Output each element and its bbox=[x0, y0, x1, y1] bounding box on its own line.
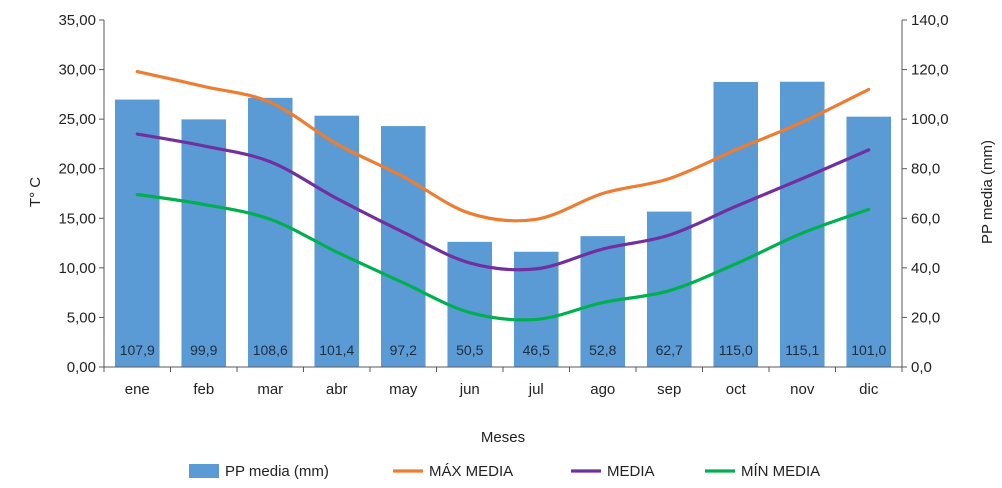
legend-label: MÁX MEDIA bbox=[429, 463, 513, 480]
bar-label-mar: 108,6 bbox=[253, 342, 288, 358]
y-axis-right-title: PP media (mm) bbox=[979, 140, 996, 244]
legend-label: MEDIA bbox=[607, 463, 655, 480]
y-right-tick-label: 0,0 bbox=[911, 359, 932, 376]
bar-may bbox=[380, 126, 426, 367]
legend-swatch-bar bbox=[189, 464, 219, 478]
bar-label-ene: 107,9 bbox=[120, 342, 155, 358]
x-tick-label: dic bbox=[859, 381, 879, 398]
bar-label-sep: 62,7 bbox=[656, 342, 683, 358]
y-right-tick-label: 120,0 bbox=[911, 62, 949, 79]
y-right-tick-label: 40,0 bbox=[911, 260, 940, 277]
y-right-tick-label: 100,0 bbox=[911, 111, 949, 128]
x-tick-label: ago bbox=[590, 381, 615, 398]
bar-label-oct: 115,0 bbox=[719, 342, 753, 358]
x-axis-title: Meses bbox=[481, 429, 525, 446]
x-tick-label: oct bbox=[726, 381, 747, 398]
x-tick-label: sep bbox=[657, 381, 681, 398]
x-tick-label: may bbox=[389, 381, 418, 398]
legend-label: PP media (mm) bbox=[225, 463, 329, 480]
bar-mar bbox=[247, 97, 293, 367]
bar-ene bbox=[114, 99, 160, 368]
x-tick-label: abr bbox=[326, 381, 348, 398]
y-left-tick-label: 0,00 bbox=[67, 359, 96, 376]
y-left-tick-label: 30,00 bbox=[58, 62, 96, 79]
y-left-tick-label: 20,00 bbox=[58, 161, 96, 178]
bar-label-jul: 46,5 bbox=[523, 342, 550, 358]
bar-dic bbox=[846, 116, 892, 368]
y-left-tick-label: 15,00 bbox=[58, 210, 96, 227]
x-tick-label: jul bbox=[528, 381, 544, 398]
bar-feb bbox=[181, 119, 227, 367]
bar-labels-group: 107,9 99,9 108,6 101,4 97,2 50,5 46,5 52,8 62,7 1… bbox=[120, 342, 887, 358]
y-left-tick-label: 10,00 bbox=[58, 260, 96, 277]
x-tick-label: jun bbox=[459, 381, 480, 398]
y-right-tick-label: 60,0 bbox=[911, 210, 940, 227]
bar-label-feb: 99,9 bbox=[190, 342, 217, 358]
axes-group: 0,00 5,00 10,00 15,00 20,00 25,00 30,00 35,00 0,… bbox=[58, 12, 948, 398]
bar-oct bbox=[713, 81, 759, 367]
legend-label: MÍN MEDIA bbox=[741, 463, 820, 480]
y-axis-left-title: T° C bbox=[27, 177, 44, 207]
x-tick-label: nov bbox=[790, 381, 815, 398]
y-left-tick-label: 5,00 bbox=[67, 309, 96, 326]
line-m-n-media bbox=[135, 192, 871, 322]
lines-group bbox=[135, 69, 871, 322]
x-tick-label: mar bbox=[257, 381, 283, 398]
line-media bbox=[135, 132, 871, 272]
y-left-tick-label: 25,00 bbox=[58, 111, 96, 128]
y-left-tick-label: 35,00 bbox=[58, 12, 96, 29]
bar-label-jun: 50,5 bbox=[456, 342, 483, 358]
x-tick-label: ene bbox=[125, 381, 150, 398]
bar-nov bbox=[779, 81, 825, 367]
y-right-tick-label: 140,0 bbox=[911, 12, 949, 29]
bar-label-nov: 115,1 bbox=[785, 342, 819, 358]
bar-label-dic: 101,0 bbox=[851, 342, 886, 358]
bars-group bbox=[114, 81, 892, 368]
bar-label-may: 97,2 bbox=[390, 342, 417, 358]
legend: PP media (mm) MÁX MEDIA MEDIA MÍN MEDIA bbox=[189, 463, 820, 480]
line-m-x-media bbox=[135, 69, 871, 223]
y-right-tick-label: 80,0 bbox=[911, 161, 940, 178]
bar-abr bbox=[314, 115, 360, 368]
bar-label-ago: 52,8 bbox=[589, 342, 616, 358]
y-right-tick-label: 20,0 bbox=[911, 309, 940, 326]
bar-label-abr: 101,4 bbox=[319, 342, 354, 358]
x-tick-label: feb bbox=[193, 381, 214, 398]
